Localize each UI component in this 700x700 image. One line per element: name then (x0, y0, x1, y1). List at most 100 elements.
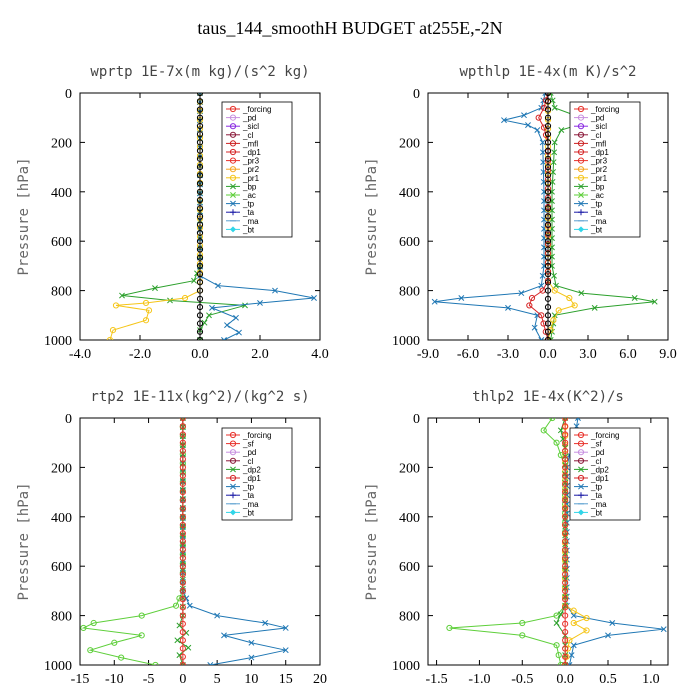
series-line_pr1 (109, 93, 201, 340)
x-tick-label: 0.0 (556, 672, 574, 687)
data-point (562, 447, 569, 455)
data-point (544, 271, 552, 278)
legend-marker (229, 157, 237, 164)
chart-panel-4: thlp2 1E-4x(K^2)/s Pressure [hPa] 0 200 400 6… (364, 389, 669, 687)
y-tick-label: 400 (51, 186, 72, 201)
legend-marker (577, 123, 585, 130)
legend-marker (577, 474, 585, 482)
legend-marker (230, 483, 236, 490)
legend-marker (230, 492, 236, 499)
data-point (179, 554, 186, 562)
legend-label: _ac (590, 191, 604, 200)
series-line_dp1 (449, 418, 566, 665)
data-point (179, 423, 186, 430)
data-point (571, 302, 578, 309)
y-axis-label: Pressure [hPa] (16, 482, 32, 600)
legend-label: _tp (242, 200, 255, 209)
legend-label: _cl (590, 131, 601, 140)
data-point (196, 139, 204, 146)
chart-panel-2: wpthlp 1E-4x(m K)/s^2 Pressure [hPa] 0 200 4… (364, 64, 677, 362)
legend-marker (230, 192, 236, 198)
plot-frame (79, 417, 321, 666)
data-point (179, 596, 186, 603)
data-point (562, 620, 569, 627)
y-tick-label: 400 (399, 511, 420, 526)
data-point (179, 571, 186, 578)
data-point (525, 122, 531, 129)
data-point (544, 254, 552, 261)
data-point (233, 314, 239, 321)
data-point (562, 505, 569, 512)
data-point (544, 122, 552, 130)
data-point (570, 612, 577, 619)
legend: _forcing_sf_pd_cl_dp2_dp1_tp_ta_ma_bt (569, 427, 641, 521)
data-point (562, 645, 569, 652)
x-tick-label: -6.0 (457, 347, 479, 362)
data-point (257, 299, 263, 306)
data-point (196, 106, 204, 113)
data-point (196, 196, 204, 204)
legend-marker (578, 200, 584, 207)
data-point (179, 604, 186, 611)
data-point (172, 602, 180, 609)
legend-label: _bt (242, 225, 255, 234)
data-point (550, 169, 557, 175)
x-tick-label: -2.0 (129, 347, 151, 362)
data-point (570, 607, 577, 614)
y-tick-label: 0 (413, 412, 420, 427)
legend-label: _ma (590, 217, 607, 226)
data-point (551, 287, 558, 294)
legend-label: _forcing (242, 105, 271, 114)
data-point (196, 221, 204, 228)
data-point (196, 271, 204, 278)
figure-title: taus_144_smoothH BUDGET at255E,-2N (197, 18, 503, 38)
data-point (540, 427, 547, 434)
data-point (539, 149, 546, 156)
y-axis-label: Pressure [hPa] (16, 157, 32, 275)
data-point (179, 489, 186, 496)
series-line_pr2 (547, 93, 576, 340)
legend-label: _dp2 (242, 465, 261, 474)
data-point (562, 538, 569, 545)
data-point (179, 612, 186, 619)
data-point (544, 328, 552, 335)
data-point (562, 661, 569, 665)
data-point (142, 299, 150, 307)
data-point (562, 418, 569, 422)
data-point (535, 114, 542, 121)
data-point (87, 647, 94, 654)
data-point (282, 647, 289, 654)
data-point (544, 213, 552, 220)
legend-label: _dp1 (242, 474, 261, 483)
data-point (179, 505, 186, 512)
data-point (446, 624, 453, 632)
data-point (138, 612, 145, 619)
data-point (551, 149, 558, 156)
legend-label: _sf (590, 440, 602, 449)
legend-label: _sicl (242, 122, 259, 131)
data-point (179, 439, 186, 446)
data-point (553, 282, 559, 289)
data-point (518, 290, 525, 297)
data-point (167, 297, 173, 304)
legend-marker (229, 140, 237, 147)
legend-label: _sf (242, 440, 254, 449)
data-point (538, 312, 545, 319)
legend-label: _pd (590, 448, 604, 457)
y-axis-label: Pressure [hPa] (364, 157, 380, 275)
data-point (119, 292, 125, 299)
data-point (196, 238, 204, 245)
data-point (544, 93, 552, 97)
legend-label: _bt (590, 225, 603, 234)
y-tick-label: 600 (51, 235, 72, 250)
legend-marker (230, 209, 236, 216)
data-point (206, 312, 212, 319)
data-point (562, 612, 569, 619)
legend: _forcing_sf_pd_cl_dp2_dp1_tp_ta_ma_bt (221, 427, 293, 521)
data-point (224, 322, 230, 329)
data-point (179, 546, 186, 553)
legend-label: _dp2 (590, 465, 609, 474)
data-point (262, 620, 269, 626)
data-point (551, 104, 558, 111)
data-point (544, 279, 552, 286)
